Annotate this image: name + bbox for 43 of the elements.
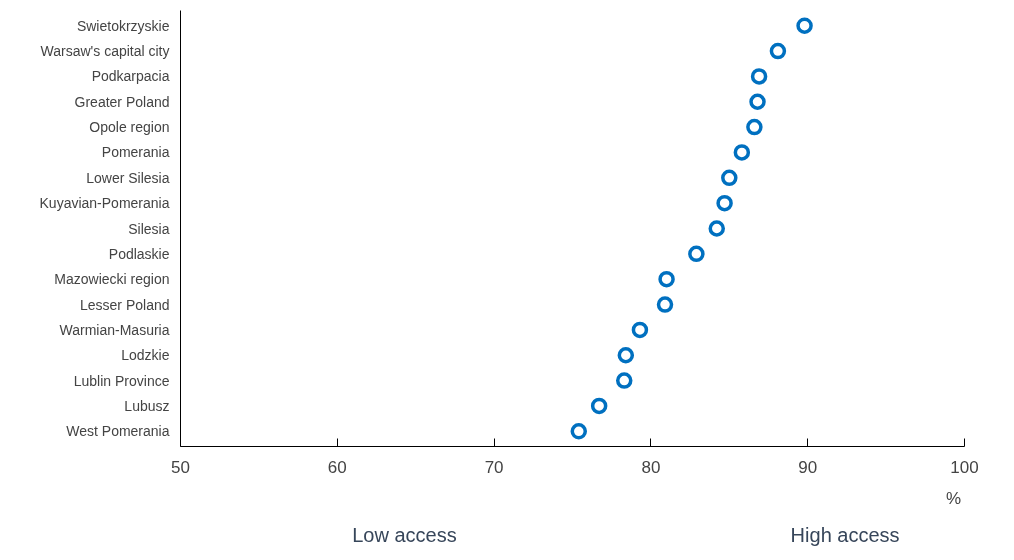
x-tick-label: 70 [484, 457, 504, 477]
point [796, 17, 813, 34]
y-tick-label: Kuyavian-Pomerania [39, 195, 170, 212]
x-tick-label: 80 [641, 457, 661, 477]
point [656, 296, 674, 313]
y-tick-label: Lublin Province [73, 372, 170, 389]
y-tick-label: Opole region [89, 119, 170, 136]
x-tick-label: 100 [950, 457, 979, 477]
y-tick-label: Greater Poland [74, 93, 170, 110]
point [733, 144, 751, 161]
point [769, 42, 787, 60]
y-tick-label: West Pomerania [66, 423, 170, 440]
point [688, 245, 705, 263]
y-tick-label: Lubusz [124, 397, 170, 414]
y-tick-label: Swietokrzyskie [76, 17, 170, 34]
point [750, 68, 768, 85]
point [631, 321, 649, 339]
text: Low access [352, 523, 457, 546]
x-tick-label: 60 [327, 457, 347, 477]
x-tick-label: 50 [171, 457, 190, 477]
point [749, 93, 766, 110]
point [658, 270, 675, 288]
y-tick-label: Mazowiecki region [54, 271, 170, 288]
point [615, 372, 633, 389]
text: High access [790, 523, 900, 546]
x-axis-title: % [946, 489, 962, 508]
y-tick-label: Lesser Poland [80, 296, 170, 313]
point [716, 194, 733, 212]
point [721, 169, 738, 187]
y-tick-label: Warsaw's capital city [40, 43, 170, 60]
point [617, 347, 635, 364]
y-tick-label: Lower Silesia [86, 169, 170, 186]
point [570, 423, 588, 440]
point [746, 118, 763, 136]
y-tick-label: Warmian-Masuria [59, 321, 170, 338]
x-tick-label: 90 [798, 457, 818, 477]
y-tick-label: Silesia [128, 220, 170, 237]
y-tick-label: Lodzkie [121, 347, 170, 364]
point [590, 397, 608, 415]
y-tick-label: Podlaskie [108, 245, 170, 262]
y-tick-label: Podkarpacia [91, 68, 170, 85]
y-tick-label: Pomerania [101, 144, 170, 161]
point [708, 220, 726, 237]
